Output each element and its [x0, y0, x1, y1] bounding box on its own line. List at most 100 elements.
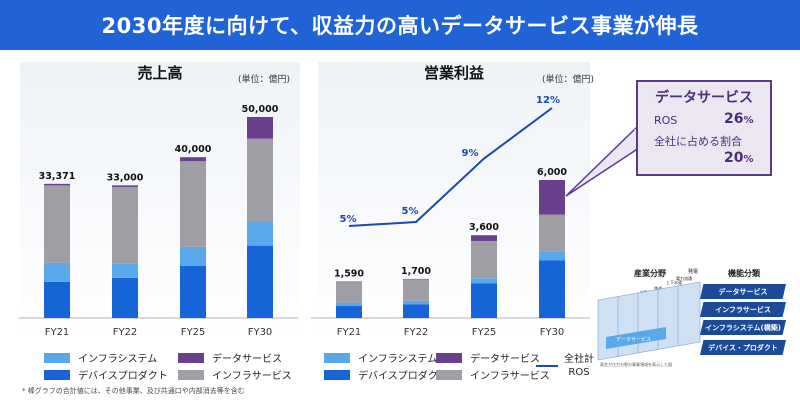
function-class-label: 機能分類: [728, 269, 760, 278]
legend-ros-line2: ROS: [568, 367, 590, 378]
bar-segment: [180, 246, 206, 266]
bar-segment: [112, 277, 138, 318]
bar-segment: [471, 283, 497, 318]
legend-ros-line1: 全社計: [564, 354, 594, 365]
bar-segment: [247, 221, 273, 246]
col-label-rail: 鉄道: [654, 286, 662, 291]
bar-segment: [44, 183, 70, 186]
legend-infra-system: インフラシステム: [44, 350, 157, 365]
page-title: 2030年度に向けて、収益力の高いデータサービス事業が伸長: [101, 14, 699, 38]
bar-total-label: 3,600: [469, 222, 499, 233]
profit-chart: 1,590 FY21 1,700 FY22 3,600 FY25 6,000 FY30 5% 5%…: [311, 95, 590, 338]
bar-segment: [336, 281, 362, 303]
ros-point-label: 5%: [402, 206, 419, 217]
bar-total-label: 1,590: [334, 268, 364, 279]
legend-data-service: データサービス: [178, 350, 282, 365]
callout-share-number: 20: [724, 150, 744, 166]
bar-total-label: 50,000: [242, 104, 279, 115]
bar-segment: [539, 260, 565, 318]
ros-point-label: 5%: [340, 214, 357, 225]
profit-chart-title: 営業利益: [423, 64, 484, 82]
callout-share-unit: %: [743, 154, 754, 165]
legend-swatch-infra-service: [178, 369, 204, 380]
bar-segment: [471, 235, 497, 241]
bar-total-label: 33,000: [107, 172, 144, 183]
bar-segment: [112, 186, 138, 264]
bar-segment: [247, 117, 273, 139]
col-label-generation: 発電: [688, 269, 699, 275]
bar-total-label: 1,700: [401, 266, 431, 277]
callout-title: データサービス: [655, 90, 753, 106]
bar-segment: [180, 265, 206, 318]
legend-swatch-infra-service: [436, 369, 462, 380]
bar-segment: [44, 281, 70, 318]
x-tick-label: FY25: [472, 327, 497, 338]
legend-infra-system: インフラシステム: [324, 350, 437, 365]
ros-line: [348, 107, 553, 227]
callout-pointer: [565, 126, 638, 197]
diagram-layer: データサービス: [700, 284, 786, 299]
legend-device-product: デバイスプロダクト: [44, 367, 168, 382]
ros-point-label: 12%: [536, 95, 560, 106]
col-label-car: 自動車: [640, 290, 652, 295]
x-tick-label: FY30: [540, 327, 565, 338]
footnote: * 棒グラフの合計値には、その他事業、及び共通口や内部消去等を含む: [22, 387, 245, 395]
bar-segment: [112, 263, 138, 278]
diagram-layer: インフラサービス: [700, 302, 786, 317]
x-tick-label: FY25: [181, 327, 206, 338]
legend-ros-line: 全社計 ROS: [536, 353, 594, 379]
legend-swatch-data-service: [178, 352, 204, 363]
legend-swatch-device-product: [324, 369, 350, 380]
callout-ros-unit: %: [743, 115, 754, 126]
legend-swatch-device-product: [44, 369, 70, 380]
callout-share-label: 全社に占める割合: [654, 135, 742, 148]
legend-label: インフラシステム: [358, 354, 438, 365]
diagram-caption: 東芝が注力分野の事業領域を表示した図: [600, 362, 672, 367]
x-tick-label: FY30: [248, 327, 273, 338]
legend-label: インフラシステム: [78, 354, 158, 365]
legend-swatch-infra-system: [44, 352, 70, 363]
bar-segment: [180, 161, 206, 247]
legend-label: デバイスプロダクト: [78, 371, 168, 382]
legend-swatch-infra-system: [324, 352, 350, 363]
bar-segment: [539, 180, 565, 215]
legend-label: インフラサービス: [212, 371, 292, 382]
bar-segment: [247, 245, 273, 318]
callout-ros-label: ROS: [654, 114, 678, 127]
legend-label: デバイスプロダクト: [358, 371, 448, 382]
legend-label: データサービス: [212, 354, 282, 365]
callout-ros-number: 26: [724, 111, 744, 127]
bar-total-label: 6,000: [537, 167, 567, 178]
diagram-layer: デバイス・プロダクト: [700, 340, 786, 355]
legend-label: インフラサービス: [470, 371, 550, 382]
bar-total-label: 40,000: [175, 144, 212, 155]
ros-point-label: 9%: [462, 148, 479, 159]
legend-swatch-data-service: [436, 352, 462, 363]
x-tick-label: FY22: [113, 327, 138, 338]
x-tick-label: FY22: [404, 327, 429, 338]
bar-segment: [403, 300, 429, 305]
callout-ros-value: 26%: [724, 111, 754, 127]
bar-segment: [539, 251, 565, 261]
sales-unit-label: (単位：億円): [238, 75, 291, 85]
bar-segment: [539, 214, 565, 252]
data-service-callout: データサービス ROS 26% 全社に占める割合 20%: [636, 80, 772, 176]
sales-chart-title: 売上高: [137, 64, 183, 82]
industry-field-label: 産業分野: [634, 269, 666, 278]
bar-total-label: 33,371: [39, 171, 76, 182]
bar-segment: [403, 304, 429, 318]
legend-infra-service: インフラサービス: [436, 367, 550, 382]
x-tick-label: FY21: [337, 327, 362, 338]
bar-segment: [180, 157, 206, 162]
bar-segment: [44, 185, 70, 263]
legend-label: データサービス: [470, 354, 540, 365]
bar-segment: [247, 138, 273, 222]
legend-line-swatch: [536, 365, 558, 367]
profit-unit-label: (単位：億円): [542, 75, 595, 85]
diagram-front-label: データサービス: [616, 337, 652, 343]
diagram-layer: インフラシステム(構築): [700, 320, 786, 335]
bar-segment: [336, 306, 362, 318]
bar-segment: [44, 262, 70, 282]
bar-segment: [471, 278, 497, 284]
